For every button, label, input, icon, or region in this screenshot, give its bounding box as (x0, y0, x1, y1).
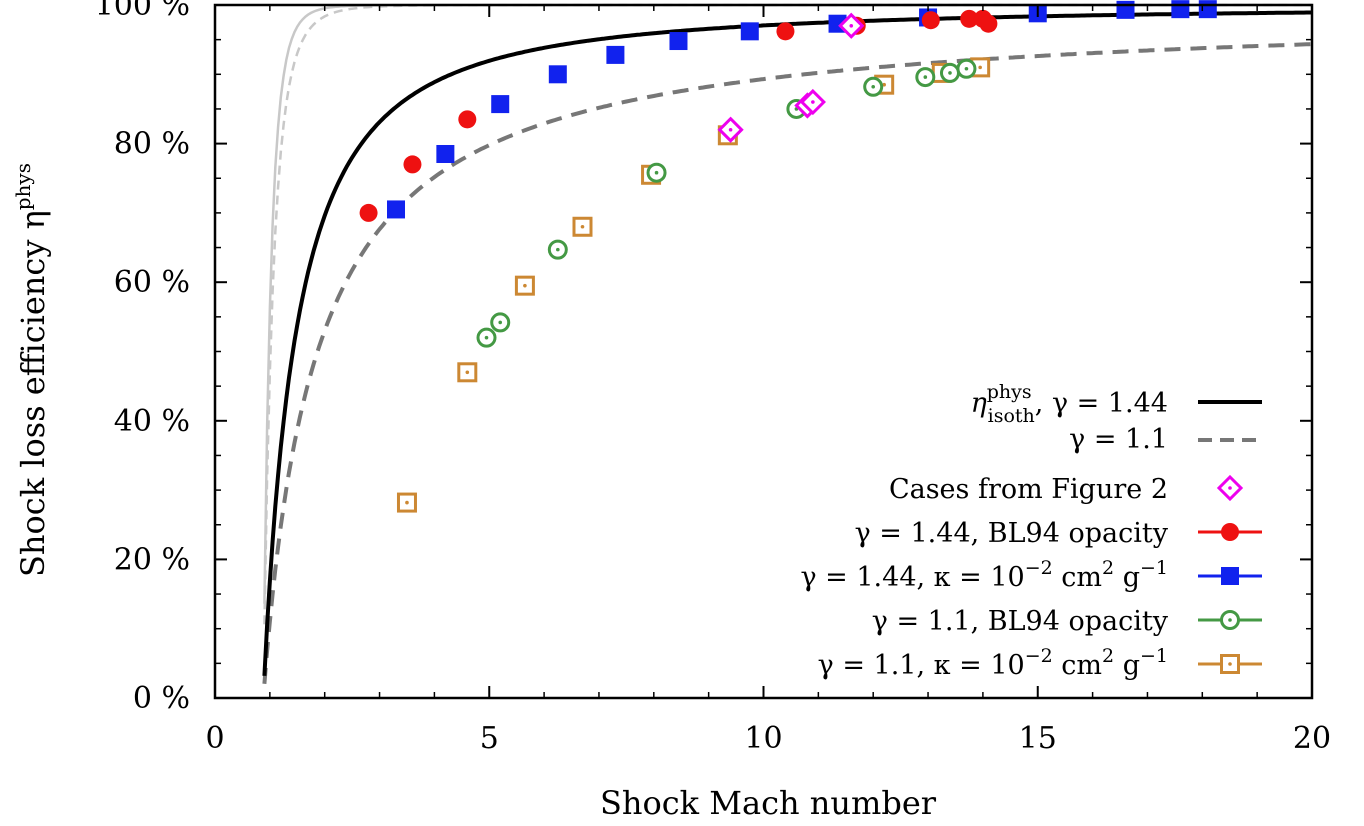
legend-eta: η (971, 388, 987, 419)
legend-marker-symbol (1221, 567, 1239, 585)
legend-eta-sup: phys (987, 381, 1032, 403)
legend-label-bl94-144: γ = 1.44, BL94 opacity (855, 518, 1169, 549)
data-point (956, 58, 977, 79)
data-point (960, 9, 979, 28)
plot-frame (213, 3, 1314, 700)
y-axis-title-main: Shock loss efficiency η (14, 210, 52, 577)
legend-kappa-144-mid: cm (1053, 562, 1102, 593)
legend-marker-kappa-144 (1221, 567, 1239, 585)
data-point (387, 200, 406, 219)
data-point (776, 22, 795, 41)
legend-kappa-11-g: g (1114, 650, 1140, 681)
x-tick-label: 5 (480, 721, 499, 756)
legend: ηphys isoth, γ = 1.44 γ = 1.1 Cases from … (800, 381, 1262, 681)
x-axis-title: Shock Mach number (600, 784, 937, 822)
data-point (606, 45, 625, 64)
x-tick-label: 10 (744, 721, 782, 756)
legend-marker-bl94-144 (1221, 523, 1239, 541)
legend-label-isoth-11: γ = 1.1 (1069, 424, 1168, 455)
data-point (476, 327, 497, 348)
data-point (863, 76, 884, 97)
legend-eta-rest: , γ = 1.44 (1035, 388, 1168, 419)
curve-isoth-11 (262, 42, 1313, 684)
data-point (359, 203, 378, 222)
data-point (547, 239, 568, 260)
legend-kappa-144-exp2: 2 (1102, 557, 1114, 579)
legend-marker-symbol (1220, 610, 1240, 630)
data-point (921, 11, 940, 30)
points-layer (359, 0, 1217, 513)
data-point (490, 312, 511, 333)
data-point (1116, 0, 1135, 19)
x-tick-label: 15 (1019, 721, 1057, 756)
ticks-layer: 0 5 10 15 20 0 % 20 % 40 % 60 % 80 % 100 % (95, 0, 1331, 756)
data-point (491, 95, 510, 114)
legend-eta-sub: isoth (988, 405, 1035, 427)
data-point (458, 110, 477, 129)
y-axis-title-sup: phys (11, 163, 35, 210)
y-tick-label: 40 % (114, 404, 190, 439)
legend-kappa-144-g: g (1114, 562, 1140, 593)
legend-kappa-11-exp3: −1 (1140, 645, 1168, 667)
data-point (669, 32, 688, 51)
legend-label-kappa-11: γ = 1.1, κ = 10−2 cm2 g−1 (818, 645, 1168, 681)
data-point (799, 88, 826, 116)
legend-marker-symbol (1216, 474, 1244, 502)
legend-label-kappa-144: γ = 1.44, κ = 10−2 cm2 g−1 (800, 557, 1168, 593)
y-tick-label: 0 % (133, 681, 190, 716)
y-tick-label: 80 % (114, 127, 190, 162)
data-point (457, 362, 478, 383)
legend-marker-kappa-11 (1220, 654, 1240, 674)
legend-kappa-11-exp2: 2 (1102, 645, 1114, 667)
data-point (396, 492, 417, 513)
legend-marker-symbol (1220, 654, 1240, 674)
data-point (548, 65, 567, 84)
legend-label-cases: Cases from Figure 2 (889, 474, 1168, 505)
legend-label-isoth-144: ηphys isoth, γ = 1.44 (971, 381, 1168, 427)
legend-kappa-144-exp3: −1 (1140, 557, 1168, 579)
legend-marker-bl94-11 (1220, 610, 1240, 630)
data-point (1198, 0, 1217, 19)
data-point (717, 116, 744, 143)
data-point (838, 12, 865, 39)
data-point (436, 144, 455, 163)
y-axis-title: Shock loss efficiency ηphys (11, 163, 52, 577)
data-point (939, 62, 960, 83)
legend-kappa-11-exp: −2 (1025, 645, 1053, 667)
legend-label-bl94-11: γ = 1.1, BL94 opacity (872, 606, 1169, 637)
legend-kappa-144-pre: γ = 1.44, κ = 10 (800, 562, 1024, 593)
data-point (915, 67, 936, 88)
y-tick-label: 20 % (114, 542, 190, 577)
legend-kappa-11-pre: γ = 1.1, κ = 10 (818, 650, 1025, 681)
data-point (646, 162, 667, 183)
legend-marker-cases (1216, 474, 1244, 502)
legend-marker-symbol (1221, 523, 1239, 541)
legend-kappa-11-mid: cm (1053, 650, 1102, 681)
data-point (1171, 0, 1190, 19)
y-tick-label: 100 % (95, 0, 190, 23)
data-point (572, 216, 593, 237)
data-point (403, 155, 422, 174)
x-tick-label: 0 (205, 721, 224, 756)
data-point (979, 14, 998, 33)
data-point (514, 275, 535, 296)
curve-grey-solid (263, 3, 1312, 604)
y-tick-label: 60 % (114, 265, 190, 300)
legend-kappa-144-exp: −2 (1025, 557, 1053, 579)
x-tick-label: 20 (1293, 721, 1331, 756)
data-point (740, 22, 759, 41)
